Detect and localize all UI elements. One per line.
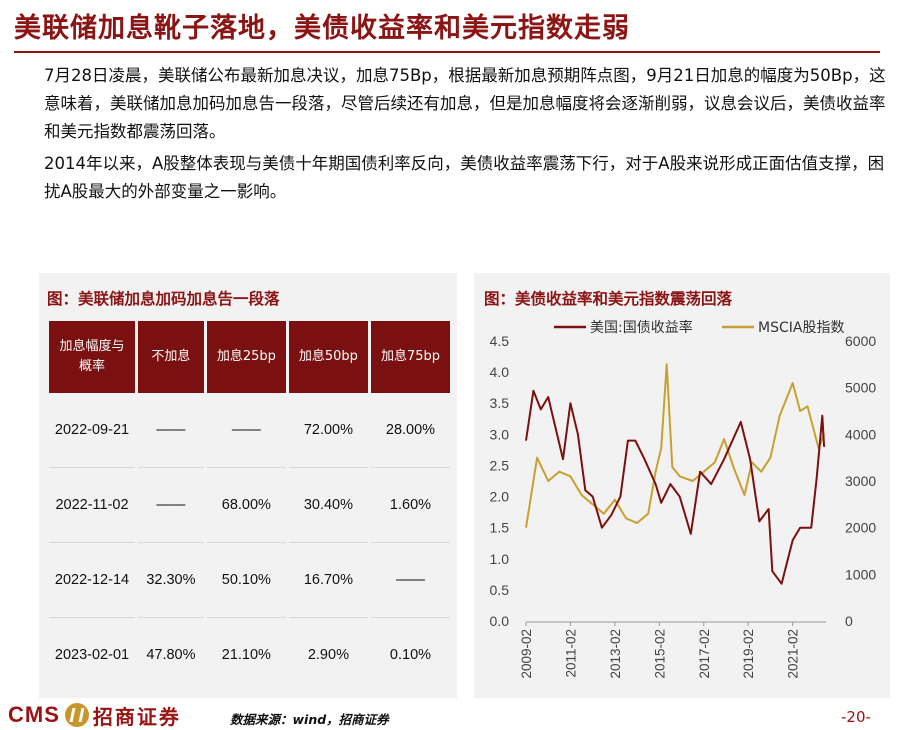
table-cell: 2022-11-02 [49, 468, 135, 543]
table-cell: —— [370, 543, 450, 618]
x-axis-tick-label: 2015-02 [652, 629, 667, 679]
right-axis-tick-label: 6000 [845, 333, 876, 349]
header-cell: 加息50bp [288, 321, 368, 393]
table-row: 2022-09-21 —— —— 72.00% 28.00% [49, 393, 450, 468]
paragraph-1: 7月28日凌晨，美联储公布最新加息决议，加息75Bp，根据最新加息预期阵点图，9… [44, 66, 886, 141]
table-cell: 2022-09-21 [49, 393, 135, 468]
left-axis-tick-label: 1.0 [490, 551, 510, 567]
right-axis-tick-label: 0 [845, 613, 853, 629]
table-row: 2022-11-02 —— 68.00% 30.40% 1.60% [49, 468, 450, 543]
left-axis-tick-label: 3.0 [490, 426, 510, 442]
table-cell: 50.10% [206, 543, 286, 618]
table-cell: —— [138, 393, 204, 468]
rate-hike-probability-panel: 图：美联储加息加码加息告一段落 加息幅度与 概率 不加息 加息25bp 加息50b… [39, 273, 457, 698]
legend-label: 美国:国债收益率 [590, 319, 693, 336]
table-row: 2022-12-14 32.30% 50.10% 16.70% —— [49, 543, 450, 618]
table-cell: 72.00% [288, 393, 368, 468]
logo-emblem-icon [64, 703, 89, 727]
yield-vs-msci-line-chart: 0.0 0.5 1.0 1.5 2.0 2.5 3.0 3.5 4.0 4.5 0 1000 2000 3… [490, 319, 877, 679]
x-axis-tick-label: 2009-02 [519, 629, 534, 679]
series-line-msci-a-index [525, 363, 826, 528]
paragraph-2: 2014年以来，A股整体表现与美债十年期国债利率反向，美债收益率震荡下行，对于A… [44, 154, 885, 201]
legend-label: MSCIA股指数 [758, 320, 844, 336]
yield-msci-chart-panel: 图：美债收益率和美元指数震荡回落 0.0 0.5 1.0 1.5 2.0 2.5 3.0 3.… [474, 273, 890, 698]
title-divider [14, 51, 880, 53]
header-cell: 加息75bp [370, 321, 450, 393]
table-cell: 2023-02-01 [54, 647, 130, 663]
table-cell: 30.40% [288, 468, 368, 543]
data-source-note: 数据来源：wind，招商证券 [230, 712, 389, 727]
left-axis-tick-label: 0.5 [490, 582, 510, 598]
page-title: 美联储加息靴子落地，美债收益率和美元指数走弱 [14, 13, 630, 44]
table-cell: —— [206, 393, 286, 468]
table-row: 2023-02-01 47.80% 21.10% 2.90% 0.10% [49, 618, 450, 692]
header-cell: 加息25bp [206, 321, 286, 393]
table-header-row: 加息幅度与 概率 不加息 加息25bp 加息50bp 加息75bp [49, 321, 450, 393]
table-title: 图：美联储加息加码加息告一段落 [47, 290, 280, 308]
left-axis-tick-label: 1.5 [490, 520, 510, 536]
header-cell: 加息幅度与 概率 [49, 321, 135, 393]
x-axis-tick-label: 2019-02 [741, 629, 756, 679]
table-cell: 32.30% [138, 543, 204, 618]
left-axis-tick-label: 0.0 [490, 613, 510, 629]
table-cell: 21.10% [221, 647, 271, 663]
right-axis-tick-label: 3000 [845, 473, 876, 489]
left-axis-tick-label: 2.5 [490, 457, 510, 473]
table-cell: 2022-12-14 [49, 543, 135, 618]
header-cell: 不加息 [138, 321, 204, 393]
cms-logo-text: CMS [8, 702, 60, 727]
table-cell: 0.10% [389, 647, 432, 663]
x-axis-tick-label: 2011-02 [563, 629, 578, 678]
table-cell: —— [138, 468, 204, 543]
brand-name: 招商证券 [92, 704, 181, 729]
series-line-treasury-yield [525, 389, 826, 585]
right-axis-tick-label: 1000 [845, 566, 876, 582]
left-axis-tick-label: 3.5 [490, 395, 510, 411]
x-axis-tick-label: 2013-02 [608, 629, 623, 679]
x-axis-tick-label: 2021-02 [786, 629, 801, 679]
rate-hike-probability-table: 加息幅度与 概率 不加息 加息25bp 加息50bp 加息75bp 2022-09… [46, 321, 453, 692]
right-axis-tick-label: 5000 [845, 380, 876, 396]
table-cell: 68.00% [206, 468, 286, 543]
x-axis-tick-label: 2017-02 [697, 629, 712, 679]
page-number: -20- [841, 708, 871, 726]
table-cell: 16.70% [288, 543, 368, 618]
right-axis-tick-label: 2000 [845, 520, 876, 536]
cms-logo: CMS 招商证券 [8, 700, 181, 730]
left-axis-tick-label: 2.0 [490, 489, 510, 505]
left-axis-tick-label: 4.5 [490, 333, 510, 349]
chart-panel-title: 图：美债收益率和美元指数震荡回落 [484, 290, 733, 308]
table-cell: 28.00% [370, 393, 450, 468]
table-cell: 2.90% [307, 647, 349, 663]
table-cell: 1.60% [370, 468, 450, 543]
right-axis-tick-label: 4000 [845, 426, 876, 442]
left-axis-tick-label: 4.0 [490, 364, 510, 380]
table-cell: 47.80% [146, 647, 196, 663]
